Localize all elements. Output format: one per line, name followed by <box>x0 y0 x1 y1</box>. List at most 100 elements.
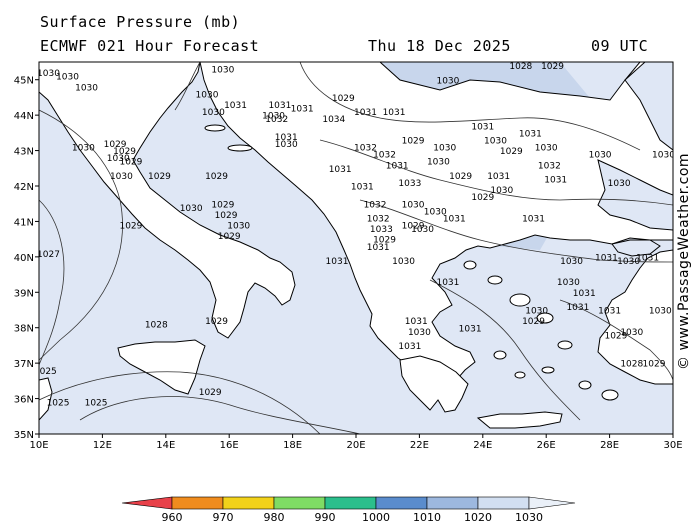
isobar-label: 1027 <box>37 250 60 260</box>
isobar-label: 1031 <box>398 342 421 352</box>
lon-tick-label: 26E <box>537 440 556 451</box>
isobar-label: 1031 <box>487 172 510 182</box>
latitude-axis: 45N 44N 43N 42N 41N 40N 39N 38N 37N 36N 35N <box>14 76 39 441</box>
isobar-label: 1030 <box>440 41 463 51</box>
isobar-label: 1031 <box>224 101 247 111</box>
watermark: © www.PassageWeather.com <box>676 152 692 370</box>
peloponnese-land <box>399 355 469 413</box>
isobar-label: 1028 <box>509 62 532 72</box>
isobar-label: 1030 <box>107 154 130 164</box>
forecast-model: ECMWF 021 Hour Forecast <box>40 37 260 55</box>
isobar-label: 1029 <box>218 232 241 242</box>
isobar-label: 1030 <box>259 55 282 65</box>
lat-tick-label: 36N <box>14 395 34 406</box>
isobar-label: 1031 <box>351 183 374 193</box>
lon-tick-label: 24E <box>473 440 492 451</box>
isobar-label: 1031 <box>329 165 352 175</box>
isobar-label: 1031 <box>595 253 618 263</box>
colorbar-label: 1020 <box>464 511 492 524</box>
isobar-label: 1030 <box>620 328 643 338</box>
colorbar-label: 980 <box>264 511 285 524</box>
isobar-label: 1030 <box>180 204 203 214</box>
isobar-label: 1029 <box>449 172 472 182</box>
lat-tick-label: 42N <box>14 182 34 193</box>
pressure-colorbar: 960 970 980 990 1000 1010 1020 1030 <box>121 496 576 524</box>
isobar-label: 1030 <box>211 66 234 76</box>
isobar-label: 1030 <box>617 257 640 267</box>
isobar-label: 1031 <box>471 122 494 132</box>
colorbar-low-arrow <box>121 496 173 510</box>
isobar-label: 1029 <box>211 200 234 210</box>
colorbar-label: 1000 <box>362 511 390 524</box>
isobar-label: 1028 <box>145 321 168 331</box>
isobar-label: 1030 <box>436 76 459 86</box>
isobar-label: 1031 <box>566 303 589 313</box>
colorbar-segment <box>375 496 428 510</box>
isobar-label: 1029 <box>205 317 228 327</box>
lon-tick-label: 16E <box>220 440 239 451</box>
lat-tick-label: 45N <box>14 76 34 87</box>
isobar-label: 1029 <box>215 211 238 221</box>
isobar-label: 1030 <box>557 278 580 288</box>
lat-tick-label: 41N <box>14 217 34 228</box>
isobar-label: 1031 <box>386 161 409 171</box>
isobar-label: 1030 <box>275 140 298 150</box>
isobar-label: 1032 <box>367 214 390 224</box>
isobar-label: 1031 <box>275 133 298 143</box>
isobar-label: 1029 <box>227 55 250 65</box>
isobar-label: 1029 <box>332 94 355 104</box>
isobar-label: 1030 <box>424 207 447 217</box>
isobar-label: 1025 <box>34 367 57 377</box>
colorbar-segment <box>222 496 275 510</box>
isobar-label: 1030 <box>484 136 507 146</box>
isobar-label: 1030 <box>37 69 60 79</box>
isobar-label: 1030 <box>202 108 225 118</box>
sicily-land <box>117 339 206 395</box>
black-sea <box>624 62 673 151</box>
isobar-label: 1031 <box>383 108 406 118</box>
lon-tick-label: 28E <box>600 440 619 451</box>
lat-tick-label: 35N <box>14 430 34 441</box>
colorbar-segment <box>273 496 326 510</box>
isobar-label: 1032 <box>538 161 561 171</box>
isobar-label: 1032 <box>373 151 396 161</box>
isobar-label: 1030 <box>525 307 548 317</box>
isobar-label: 1030 <box>227 222 250 232</box>
lon-tick-label: 14E <box>156 440 175 451</box>
isobar-label: 1031 <box>367 243 390 253</box>
isobar-label: 1030 <box>72 144 95 154</box>
colorbar-segment <box>477 496 530 510</box>
black-sea-south <box>597 159 673 231</box>
isobar-label: 1033 <box>370 225 393 235</box>
isobar-label: 1030 <box>427 158 450 168</box>
isobar-label: 1030 <box>110 172 133 182</box>
isobar-label: 1030 <box>402 200 425 210</box>
lon-tick-label: 20E <box>346 440 365 451</box>
lon-tick-label: 10E <box>29 440 48 451</box>
map-title: Surface Pressure (mb) <box>40 13 241 31</box>
aegean-islands <box>204 124 619 401</box>
isobar-label: 1031 <box>326 257 349 267</box>
isobar-label: 1030 <box>490 186 513 196</box>
isobar-label: 1031 <box>268 101 291 111</box>
isobar-label: 1030 <box>262 112 285 122</box>
isobar-label: 1029 <box>604 331 627 341</box>
isobar-label: 1034 <box>322 115 345 125</box>
lat-tick-label: 40N <box>14 253 34 264</box>
lat-tick-label: 43N <box>14 147 34 158</box>
isobar-label: 1030 <box>535 144 558 154</box>
isobar-label: 1031 <box>519 129 542 139</box>
isobar-label: 1031 <box>443 214 466 224</box>
colorbar-segment <box>426 496 479 510</box>
balkans-land <box>199 62 673 401</box>
forecast-date: Thu 18 Dec 2025 <box>368 37 511 55</box>
isobar-label: 1032 <box>354 144 377 154</box>
isobar-label: 1029 <box>113 147 136 157</box>
isobar-label: 1029 <box>643 360 666 370</box>
isobar-label: 1029 <box>402 222 425 232</box>
isobar-label: 1029 <box>199 51 222 61</box>
isobar-label: 1032 <box>265 115 288 125</box>
sea-of-marmara <box>611 239 661 257</box>
